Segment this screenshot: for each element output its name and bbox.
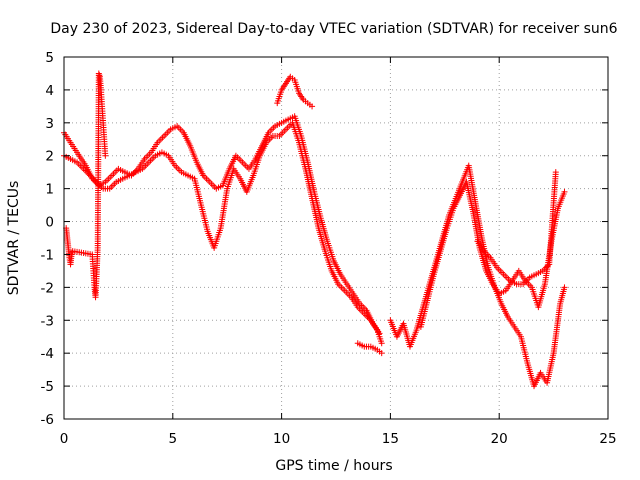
x-tick-label: 10: [273, 431, 290, 447]
series-PRN-b: [61, 119, 385, 347]
y-tick-label: 1: [45, 182, 54, 198]
x-ticks: 0 5 10 15 20 25: [60, 57, 617, 447]
y-ticks: -6 -5 -4 -3 -2 -1 0 1 2 3 4 5: [41, 50, 608, 428]
y-tick-label: -2: [41, 280, 54, 296]
x-axis-label: GPS time / hours: [275, 458, 392, 474]
x-tick-label: 0: [60, 431, 69, 447]
y-axis-label: SDTVAR / TECUs: [6, 181, 22, 296]
x-tick-label: 25: [599, 431, 616, 447]
y-tick-label: -3: [41, 313, 54, 329]
data-point: [552, 169, 559, 176]
y-tick-label: -4: [41, 346, 54, 362]
data-point: [378, 350, 385, 357]
y-tick-label: -1: [41, 247, 54, 263]
x-tick-label: 20: [491, 431, 508, 447]
series-PRN-e: [354, 340, 385, 357]
y-tick-label: 3: [45, 116, 54, 132]
y-tick-label: 5: [45, 50, 54, 66]
series-PRN-c: [63, 70, 109, 301]
x-tick-label: 15: [382, 431, 399, 447]
y-tick-label: 2: [45, 149, 54, 165]
y-tick-label: 4: [45, 83, 54, 99]
series-PRN-a: [61, 113, 383, 337]
series-PRN-d: [274, 73, 316, 110]
data-point: [561, 284, 568, 291]
data-point: [378, 340, 385, 347]
series-PRN-h: [474, 169, 559, 288]
y-tick-label: 0: [45, 215, 54, 231]
x-tick-label: 5: [169, 431, 178, 447]
data-points: [61, 70, 568, 390]
plot-frame: [63, 56, 609, 420]
y-tick-label: -6: [41, 412, 54, 428]
series-PRN-f: [387, 162, 568, 390]
data-point: [309, 103, 316, 110]
chart-title: Day 230 of 2023, Sidereal Day-to-day VTE…: [50, 21, 617, 37]
data-point: [102, 152, 109, 159]
y-tick-label: -5: [41, 379, 54, 395]
data-point: [561, 188, 568, 195]
grid-lines: [64, 57, 608, 419]
